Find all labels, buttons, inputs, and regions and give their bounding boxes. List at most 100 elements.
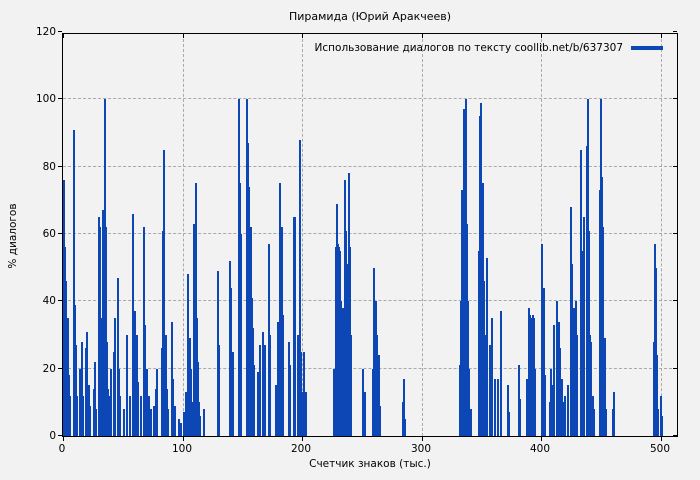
bar [541,244,544,436]
bar [247,143,250,436]
x-tick-label: 400 [529,443,551,455]
bar [298,140,301,436]
bar [100,318,103,436]
x-tick-100 [183,437,184,441]
x-tick-top-400 [541,34,542,38]
bar [82,396,85,436]
bar [345,231,348,436]
bar [335,204,338,436]
bar [122,409,125,436]
bar [103,99,106,436]
x-tick-200 [302,437,303,441]
bar [339,251,342,436]
bar [588,231,591,436]
bar [529,315,532,436]
bar [469,409,472,436]
bar [528,308,531,436]
bar [549,369,552,436]
bar [217,271,220,436]
bar [267,244,270,436]
bar [534,369,537,436]
bar [576,335,579,436]
bar [655,268,658,436]
legend-label: Использование диалогов по тексту coollib… [314,42,623,54]
bar [196,362,199,436]
bar [253,365,256,436]
bar [84,348,87,436]
y-tick-100 [58,98,62,99]
bar [583,217,586,436]
bar [558,322,561,436]
bar [480,103,483,436]
bar [152,406,155,436]
bar [238,183,241,436]
bar [118,369,121,436]
y-tick-right-0 [673,435,677,436]
bar [63,180,65,436]
bar [135,335,138,436]
y-tick-right-60 [673,233,677,234]
bar [491,318,494,436]
bar [560,379,563,436]
y-tick-20 [58,368,62,369]
bar [187,274,190,436]
y-tick-label: 120 [35,26,56,38]
bar [484,335,487,436]
plot-area: Использование диалогов по тексту coollib… [58,31,678,441]
bar [150,409,153,436]
bar [657,409,660,436]
y-tick-right-40 [673,300,677,301]
bar [590,342,593,436]
bar [506,385,509,436]
bar [114,318,117,436]
bar [481,183,484,436]
bar [659,396,662,436]
bar [248,187,251,436]
bar [478,251,481,436]
bar [303,352,306,436]
bar [468,369,471,436]
bar [102,210,105,436]
bar [230,288,233,436]
y-tick-0 [58,435,62,436]
x-tick-label: 300 [410,443,432,455]
bar [65,281,68,436]
bar [612,409,615,436]
y-tick-right-120 [673,31,677,32]
bar [231,352,234,436]
bar [133,311,136,436]
y-tick-80 [58,166,62,167]
bar [180,423,183,436]
bar [94,362,97,436]
bar [246,99,248,436]
bar [348,247,351,436]
bar [613,392,616,436]
bar [652,342,655,436]
bar [299,352,302,436]
bar [336,244,339,436]
bar [589,335,592,436]
bar [107,389,110,436]
bar [572,308,575,436]
bar [464,99,467,436]
bar [171,379,174,436]
x-tick-300 [422,437,423,441]
bar [113,352,116,436]
bar [376,335,379,436]
bar [507,412,510,436]
bar [101,369,104,436]
bar [259,345,262,436]
bar [95,409,98,436]
bar [592,409,595,436]
y-tick-label: 100 [35,93,56,105]
bar [177,419,180,436]
x-tick-500 [661,437,662,441]
bar [116,278,119,436]
bar [493,379,496,436]
bar [553,325,556,436]
bar [458,365,461,436]
bar [108,396,111,436]
bar [137,382,140,436]
bar [373,325,376,436]
bar [74,345,77,436]
